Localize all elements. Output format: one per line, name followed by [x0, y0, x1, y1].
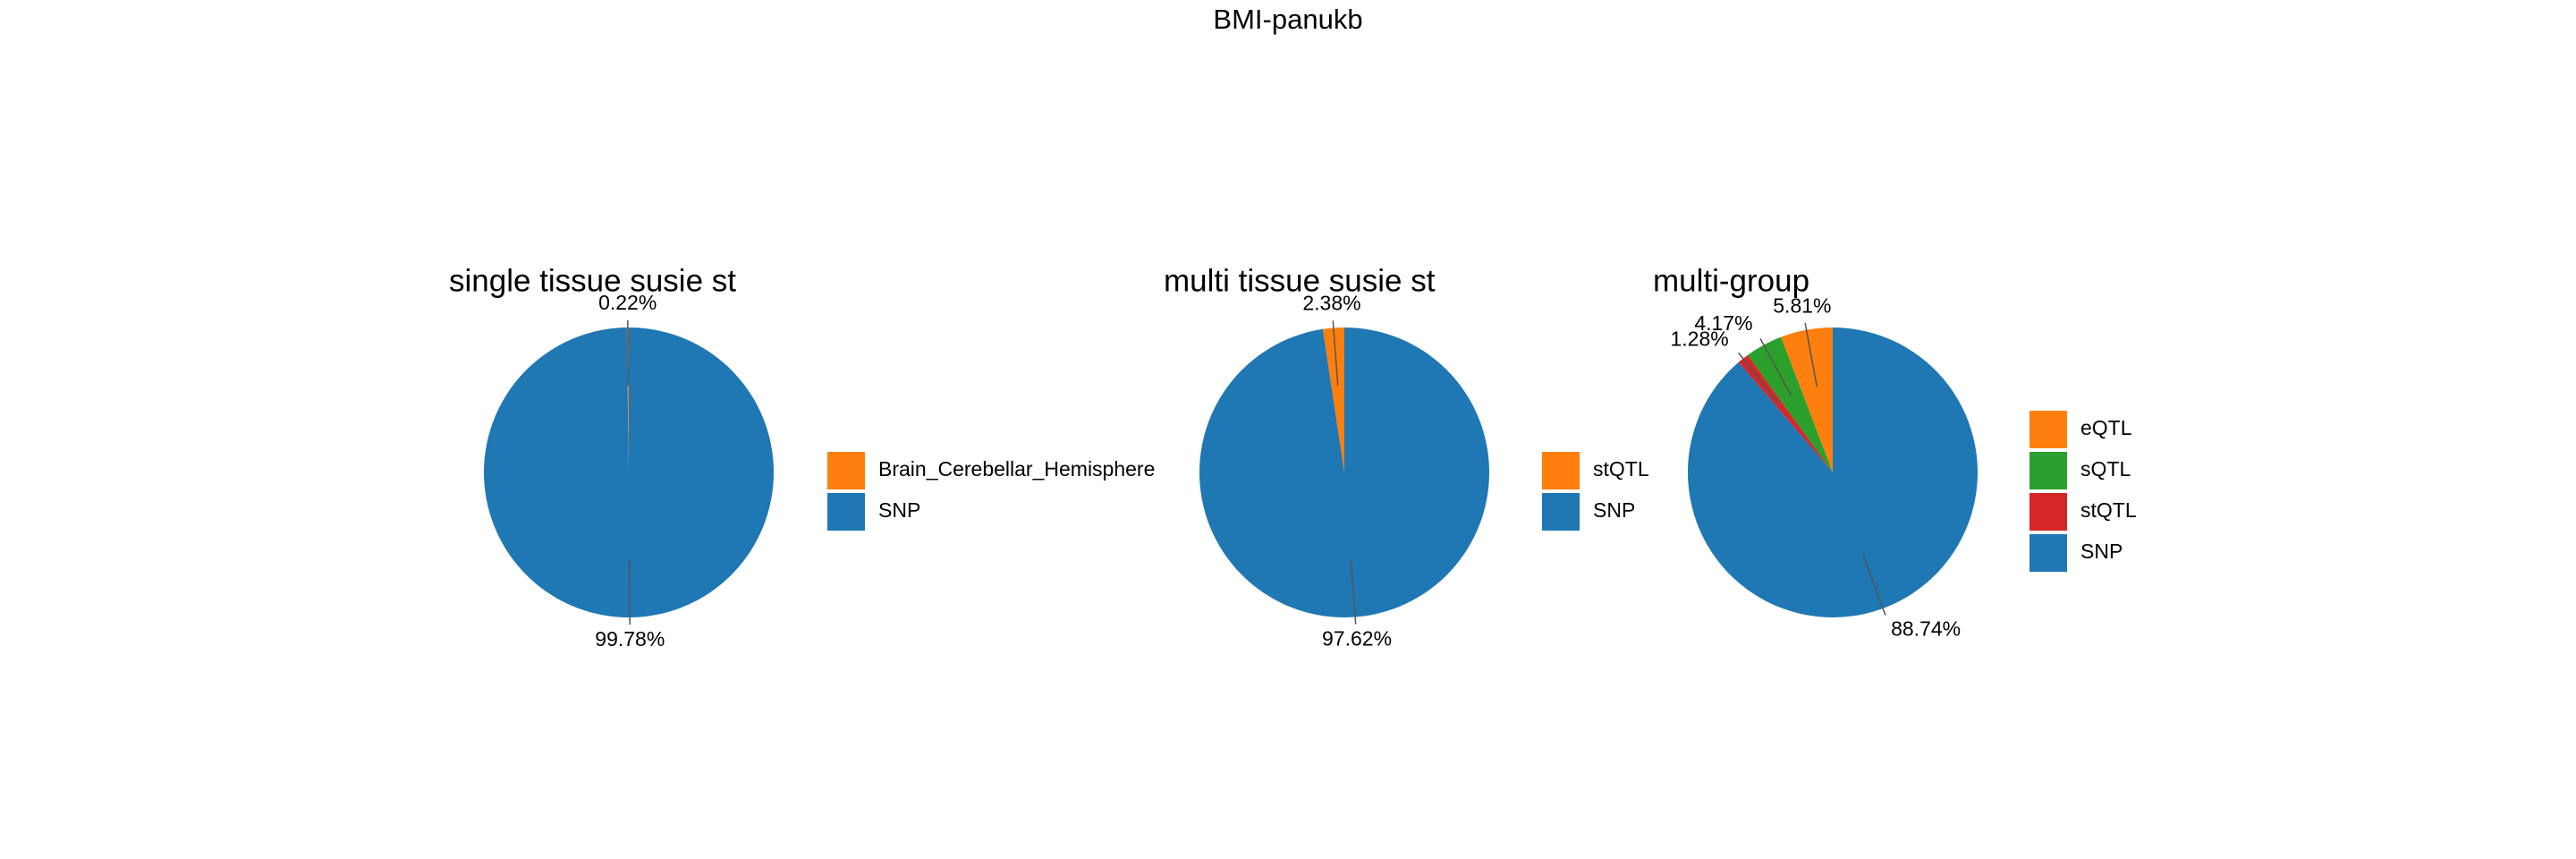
- legend-key: [2029, 452, 2067, 489]
- chart-title: single tissue susie st: [449, 263, 736, 298]
- value-label: 97.62%: [1322, 626, 1392, 650]
- leader-line: [627, 319, 630, 386]
- chart-title: multi tissue susie st: [1164, 263, 1436, 298]
- legend-key: [2029, 534, 2067, 572]
- legend-key: [1542, 452, 1580, 489]
- pie-slice: [1688, 327, 1978, 617]
- value-label: 0.22%: [598, 291, 657, 314]
- figure-title: BMI-panukb: [1213, 4, 1362, 35]
- pie-slice: [1199, 327, 1490, 617]
- legend-key: [2029, 411, 2067, 448]
- leader-line: [1350, 558, 1357, 625]
- leader-line: [1332, 320, 1339, 387]
- leader-line: [1861, 553, 1886, 616]
- value-label: 88.74%: [1891, 617, 1961, 640]
- legend-label: SNP: [2080, 540, 2123, 563]
- legend-key: [827, 493, 865, 531]
- chart-title: multi-group: [1653, 263, 1809, 298]
- legend-label: sQTL: [2080, 457, 2131, 481]
- leader-line: [628, 559, 631, 625]
- pie-slice: [484, 327, 775, 618]
- legend-label: SNP: [878, 498, 920, 522]
- leader-line: [1759, 338, 1792, 396]
- legend-key: [1542, 493, 1580, 531]
- pie-slice: [1738, 354, 1833, 472]
- value-label: 99.78%: [595, 627, 665, 651]
- leader-line: [1738, 352, 1780, 405]
- legend-key: [2029, 493, 2067, 531]
- value-label: 1.28%: [1670, 327, 1728, 350]
- value-label: 4.17%: [1694, 311, 1752, 335]
- pie-slice: [1322, 327, 1344, 472]
- pie-slice: [1781, 327, 1833, 472]
- legend-label: stQTL: [1593, 457, 1649, 481]
- legend-label: eQTL: [2080, 416, 2132, 439]
- legend-label: Brain_Cerebellar_Hemisphere: [878, 457, 1155, 481]
- leader-line: [1804, 322, 1818, 387]
- pie-slice: [1747, 336, 1833, 472]
- value-label: 2.38%: [1302, 292, 1360, 315]
- legend-label: SNP: [1593, 498, 1635, 522]
- legend-label: stQTL: [2080, 498, 2137, 522]
- legend-key: [827, 452, 865, 489]
- value-label: 5.81%: [1773, 293, 1831, 317]
